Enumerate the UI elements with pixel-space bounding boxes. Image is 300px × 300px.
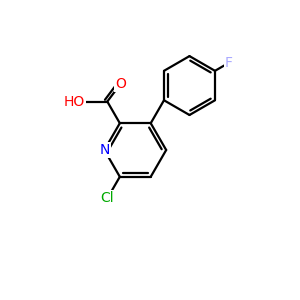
Text: Cl: Cl (100, 191, 114, 206)
Text: N: N (99, 143, 110, 157)
Text: O: O (115, 77, 126, 91)
Text: F: F (225, 56, 233, 70)
Text: HO: HO (64, 94, 85, 109)
